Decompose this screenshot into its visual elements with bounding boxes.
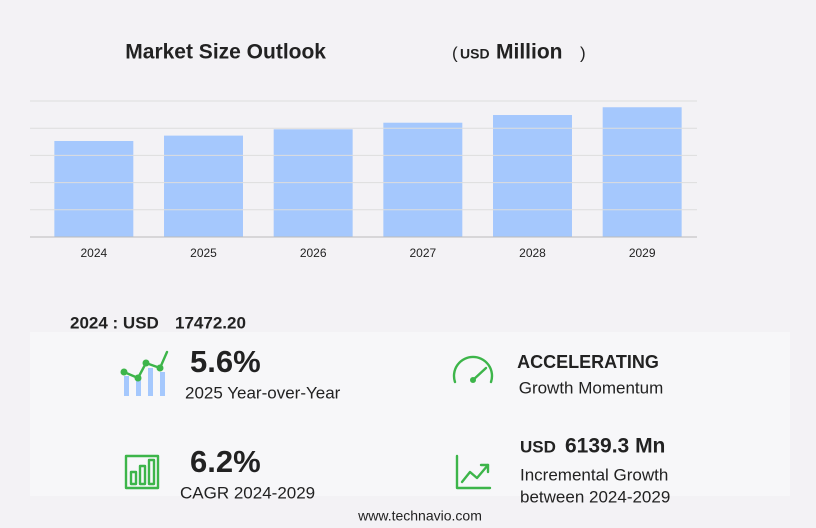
x-tick-label: 2026 <box>300 246 327 260</box>
kpi-panel <box>30 332 790 496</box>
x-tick-label: 2028 <box>519 246 546 260</box>
cagr-icon <box>124 454 160 490</box>
bar <box>54 140 134 237</box>
bar <box>493 115 572 237</box>
bar <box>273 129 353 237</box>
unit: Million <box>496 41 563 64</box>
growth-icon <box>455 454 492 490</box>
kpi-value: 5.6% <box>190 344 261 379</box>
kpi-currency: USD <box>520 437 556 456</box>
kpi-value: 6139.3 Mn <box>565 435 665 458</box>
chart-title: Market Size Outlook <box>125 41 326 64</box>
summary-value: 17472.20 <box>175 313 246 332</box>
x-tick-label: 2029 <box>629 246 656 260</box>
kpi-label: CAGR 2024-2029 <box>180 483 315 502</box>
kpi-label: 2025 Year-over-Year <box>185 383 341 402</box>
kpi-label: between 2024-2029 <box>520 487 670 506</box>
bar <box>164 135 243 237</box>
summary-label: 2024 : USD <box>70 313 159 332</box>
kpi-value: 6.2% <box>190 444 261 479</box>
unit-currency: USD <box>460 46 490 62</box>
gauge-icon <box>452 355 494 384</box>
unit-open: ( <box>452 43 458 62</box>
x-tick-label: 2024 <box>80 246 107 260</box>
x-tick-label: 2025 <box>190 246 217 260</box>
unit-close: ) <box>580 43 586 62</box>
kpi-label: Growth Momentum <box>519 378 664 397</box>
kpi-value: ACCELERATING <box>517 352 659 372</box>
bar <box>602 107 682 237</box>
x-tick-label: 2027 <box>409 246 436 260</box>
yoy-icon <box>120 350 169 396</box>
footer: www.technavio.com <box>357 508 482 524</box>
bar <box>383 122 463 237</box>
kpi-label: Incremental Growth <box>520 465 668 484</box>
